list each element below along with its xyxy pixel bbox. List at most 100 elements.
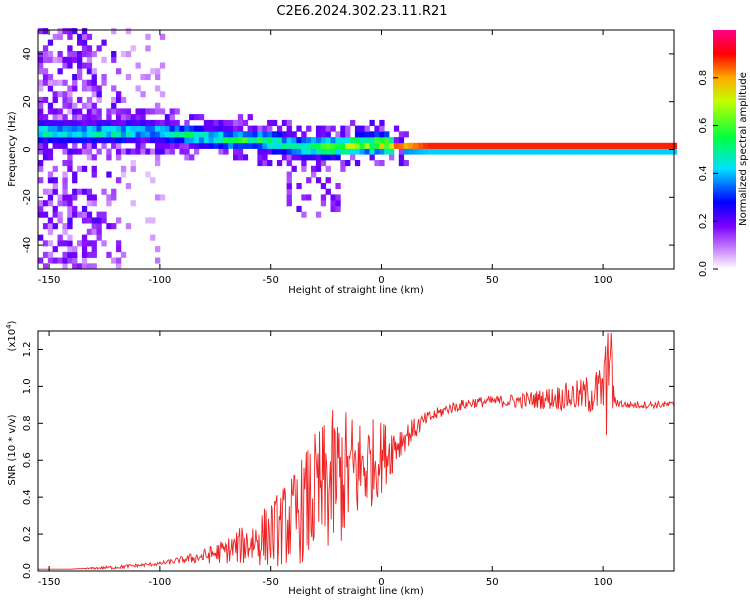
spectrogram-cell: [174, 131, 180, 138]
spectrogram-cell: [350, 154, 356, 161]
spectrogram-cell: [486, 142, 492, 149]
spectrogram-cell: [120, 96, 127, 103]
spectrogram-cell: [598, 142, 604, 149]
spectrogram-cell: [67, 33, 73, 40]
spectrogram-cell: [481, 148, 487, 155]
spectrogram-cell: [106, 108, 112, 115]
spectrogram-cell: [145, 45, 151, 52]
spectrogram-cell: [150, 108, 156, 115]
spectrogram-cell: [613, 148, 619, 155]
spectrogram-cell: [77, 148, 83, 155]
spectrogram-cell: [125, 223, 132, 230]
spectrogram-cell: [233, 148, 239, 155]
spectrogram-cell: [389, 148, 395, 155]
spectrogram-cell: [91, 154, 97, 161]
spectrogram-cell: [237, 125, 244, 132]
spectrogram-cell: [67, 200, 73, 207]
spectrogram-cell: [52, 165, 58, 172]
spectrogram-cell: [291, 148, 297, 155]
spectrogram-panel: -150 -100 -50 0 50 100 40 20 0 -20 -40 Height of …: [7, 28, 678, 296]
spectrogram-cell: [57, 200, 63, 207]
spectrogram-cell: [247, 125, 253, 132]
spectrogram-cell: [81, 217, 88, 224]
spectrogram-cell: [203, 125, 210, 132]
colorbar: 0.0 0.2 0.4 0.6 0.8 Normalized spectral ampl…: [698, 30, 749, 277]
spectrogram-cell: [106, 148, 112, 155]
spectrogram-cell: [208, 137, 214, 144]
spectrogram-cell: [101, 217, 107, 224]
spectrogram-cell: [111, 137, 117, 144]
spectrogram-cell: [47, 257, 54, 264]
spectrogram-cell: [213, 131, 219, 138]
spectrogram-cell: [120, 165, 127, 172]
spectrogram-cell: [145, 33, 151, 40]
spectrogram-cell: [320, 131, 327, 138]
spectrogram-cell: [618, 142, 624, 149]
spectrogram-cell: [150, 137, 156, 144]
spectrogram-cell: [267, 131, 273, 138]
spectrogram-cell: [252, 131, 258, 138]
spectrogram-cell: [159, 142, 166, 149]
spectrogram-cell: [38, 234, 44, 241]
spectrogram-cell: [106, 119, 112, 126]
spectrogram-cell: [159, 137, 166, 144]
spectrogram-cell: [96, 85, 102, 92]
spectrogram-cell: [81, 142, 88, 149]
spectrogram-cell: [242, 119, 249, 126]
spectrogram-cell: [52, 257, 58, 264]
spectrogram-cell: [38, 96, 44, 103]
spectrogram-cell: [67, 194, 73, 201]
colorbar-label: Normalized spectral amplitude: [738, 72, 749, 226]
snr-x-tick-label: -150: [38, 577, 61, 588]
spectrogram-cell: [140, 142, 146, 149]
snr-x-axis-label: Height of straight line (km): [288, 586, 424, 597]
spectrogram-cell: [86, 108, 93, 115]
spectrogram-cell: [311, 165, 317, 172]
spectrogram-cell: [384, 131, 390, 138]
spectrogram-cell: [481, 142, 487, 149]
spectrogram-cell: [286, 171, 292, 178]
spectrogram-cell: [67, 160, 73, 167]
spectrogram-cell: [203, 119, 210, 126]
spectrogram-cell: [286, 125, 292, 132]
spectrogram-cell: [286, 131, 292, 138]
spectrogram-cell: [91, 79, 97, 86]
spectrogram-cell: [47, 102, 54, 109]
spectrogram-cell: [140, 114, 146, 121]
spectrogram-cell: [281, 137, 288, 144]
spectrogram-cell: [67, 234, 73, 241]
spectrogram-cell: [155, 194, 161, 201]
spectrogram-cell: [223, 131, 229, 138]
spectrogram-cell: [169, 119, 175, 126]
spectrogram-cell: [637, 142, 643, 149]
spectrogram-cell: [135, 131, 141, 138]
spectrogram-cell: [72, 85, 78, 92]
spectrogram-cell: [91, 51, 97, 58]
spectrogram-cell: [554, 142, 561, 149]
spectrogram-cell: [86, 62, 93, 69]
spectrogram-cell: [642, 142, 648, 149]
spectrogram-cell: [135, 108, 141, 115]
spectrogram-cell: [135, 114, 141, 121]
spectrogram-cell: [637, 148, 643, 155]
spectrogram-cell: [237, 119, 244, 126]
spectrogram-cell: [237, 148, 244, 155]
spectrogram-cell: [335, 131, 341, 138]
spectrogram-cell: [81, 251, 88, 258]
spectrogram-cell: [77, 68, 83, 75]
spectrogram-cell: [101, 125, 107, 132]
spectrogram-x-axis-label: Height of straight line (km): [288, 285, 424, 296]
spectrogram-cell: [116, 96, 122, 103]
spectrogram-cell: [535, 142, 541, 149]
spectrogram-cell: [588, 148, 595, 155]
spectrogram-cell: [301, 148, 307, 155]
spectrogram-cell: [540, 148, 546, 155]
spectrogram-cell: [510, 142, 517, 149]
colorbar-tick-label: 0.4: [698, 165, 709, 181]
spectrogram-cell: [155, 246, 161, 253]
spectrogram-cell: [72, 263, 78, 270]
spectrogram-cell: [564, 148, 570, 155]
spectrogram-cell: [476, 148, 483, 155]
spectrogram-cell: [267, 160, 273, 167]
spectrogram-cell: [130, 200, 136, 207]
